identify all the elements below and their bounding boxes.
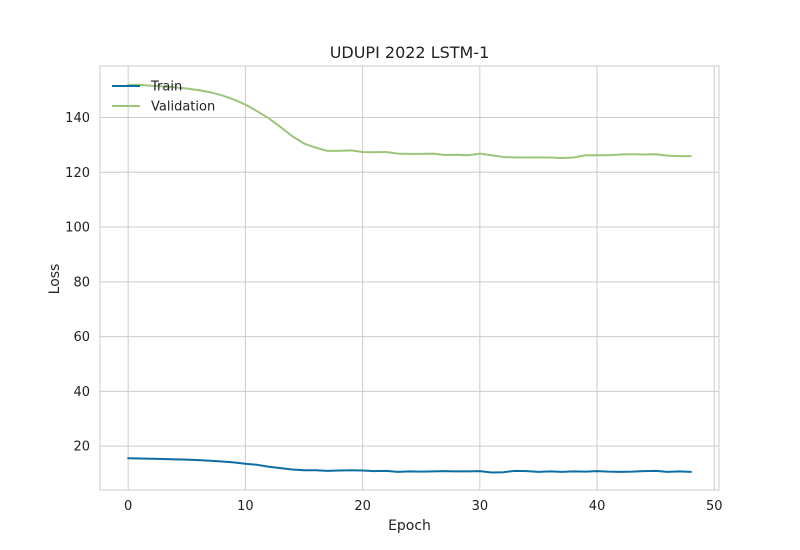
- series-validation: [127, 83, 692, 160]
- y-tick-label: 20: [73, 440, 90, 455]
- plot-background: [100, 66, 719, 490]
- legend-item-validation: Validation: [112, 100, 215, 115]
- x-tick-label: 50: [706, 499, 723, 514]
- grid-lines: [100, 66, 719, 490]
- legend: Train Validation: [112, 80, 215, 115]
- x-tick-label: 40: [589, 499, 606, 514]
- y-tick-label: 140: [65, 111, 90, 126]
- validation-line: [127, 83, 692, 160]
- x-tick-label: 0: [124, 499, 132, 514]
- legend-item-train: Train: [112, 80, 182, 95]
- series-layer: [127, 83, 692, 474]
- x-axis-ticks: 0 10 20 30 40 50: [124, 499, 723, 514]
- legend-label: Train: [150, 80, 182, 95]
- y-tick-label: 80: [73, 275, 90, 290]
- y-axis-label: Loss: [47, 264, 63, 295]
- chart-title: UDUPI 2022 LSTM-1: [330, 43, 490, 62]
- y-tick-label: 60: [73, 330, 90, 345]
- y-tick-label: 100: [65, 221, 90, 236]
- y-tick-label: 40: [73, 385, 90, 400]
- legend-label: Validation: [151, 100, 215, 115]
- y-axis-ticks: 20 40 60 80 100 120 140: [65, 111, 90, 455]
- plot-frame: [99, 65, 720, 491]
- series-train: [127, 457, 692, 474]
- train-line: [127, 457, 692, 474]
- x-tick-label: 10: [237, 499, 254, 514]
- x-tick-label: 30: [472, 499, 489, 514]
- x-axis-label: Epoch: [388, 518, 431, 534]
- y-tick-label: 120: [65, 166, 90, 181]
- x-tick-label: 20: [354, 499, 371, 514]
